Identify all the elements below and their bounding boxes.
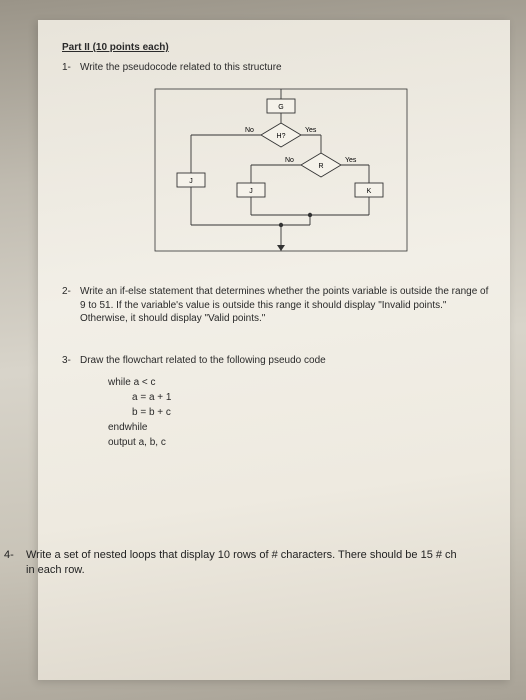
label-r: R <box>318 163 323 170</box>
label-j2: J <box>249 188 253 195</box>
question-1: 1- Write the pseudocode related to this … <box>62 61 500 259</box>
label-g: G <box>278 104 283 111</box>
label-r-yes: Yes <box>345 157 357 164</box>
flowchart-svg: G H? No Yes R <box>155 89 407 251</box>
q3-text: Draw the flowchart related to the follow… <box>80 354 500 368</box>
label-h-yes: Yes <box>305 127 317 134</box>
code-line-2: a = a + 1 <box>88 390 500 405</box>
q4-number: 4- <box>4 548 26 579</box>
question-2: 2- Write an if-else statement that deter… <box>62 285 500 326</box>
q2-text: Write an if-else statement that determin… <box>80 285 500 326</box>
q1-number: 1- <box>62 61 80 75</box>
question-3: 3- Draw the flowchart related to the fol… <box>62 354 500 451</box>
label-h: H? <box>277 133 286 140</box>
label-h-no: No <box>245 127 254 134</box>
part-title: Part II (10 points each) <box>62 42 500 53</box>
q3-number: 3- <box>62 354 80 368</box>
label-j1: J <box>189 178 193 185</box>
code-line-3: b = b + c <box>88 405 500 420</box>
exam-paper: Part II (10 points each) 1- Write the ps… <box>38 20 510 680</box>
code-line-4: endwhile <box>88 420 500 435</box>
q4-text-line2: in each row. <box>26 564 85 576</box>
q2-number: 2- <box>62 285 80 326</box>
label-r-no: No <box>285 157 294 164</box>
q3-code: while a < c a = a + 1 b = b + c endwhile… <box>88 375 500 450</box>
code-line-1: while a < c <box>88 375 500 390</box>
q1-text: Write the pseudocode related to this str… <box>80 61 500 75</box>
code-line-5: output a, b, c <box>88 435 500 450</box>
q1-flowchart: G H? No Yes R <box>151 85 411 260</box>
exit-arrow <box>277 245 285 251</box>
label-k: K <box>367 188 372 195</box>
question-4: 4- Write a set of nested loops that disp… <box>4 548 514 579</box>
q4-text-line1: Write a set of nested loops that display… <box>26 549 457 561</box>
